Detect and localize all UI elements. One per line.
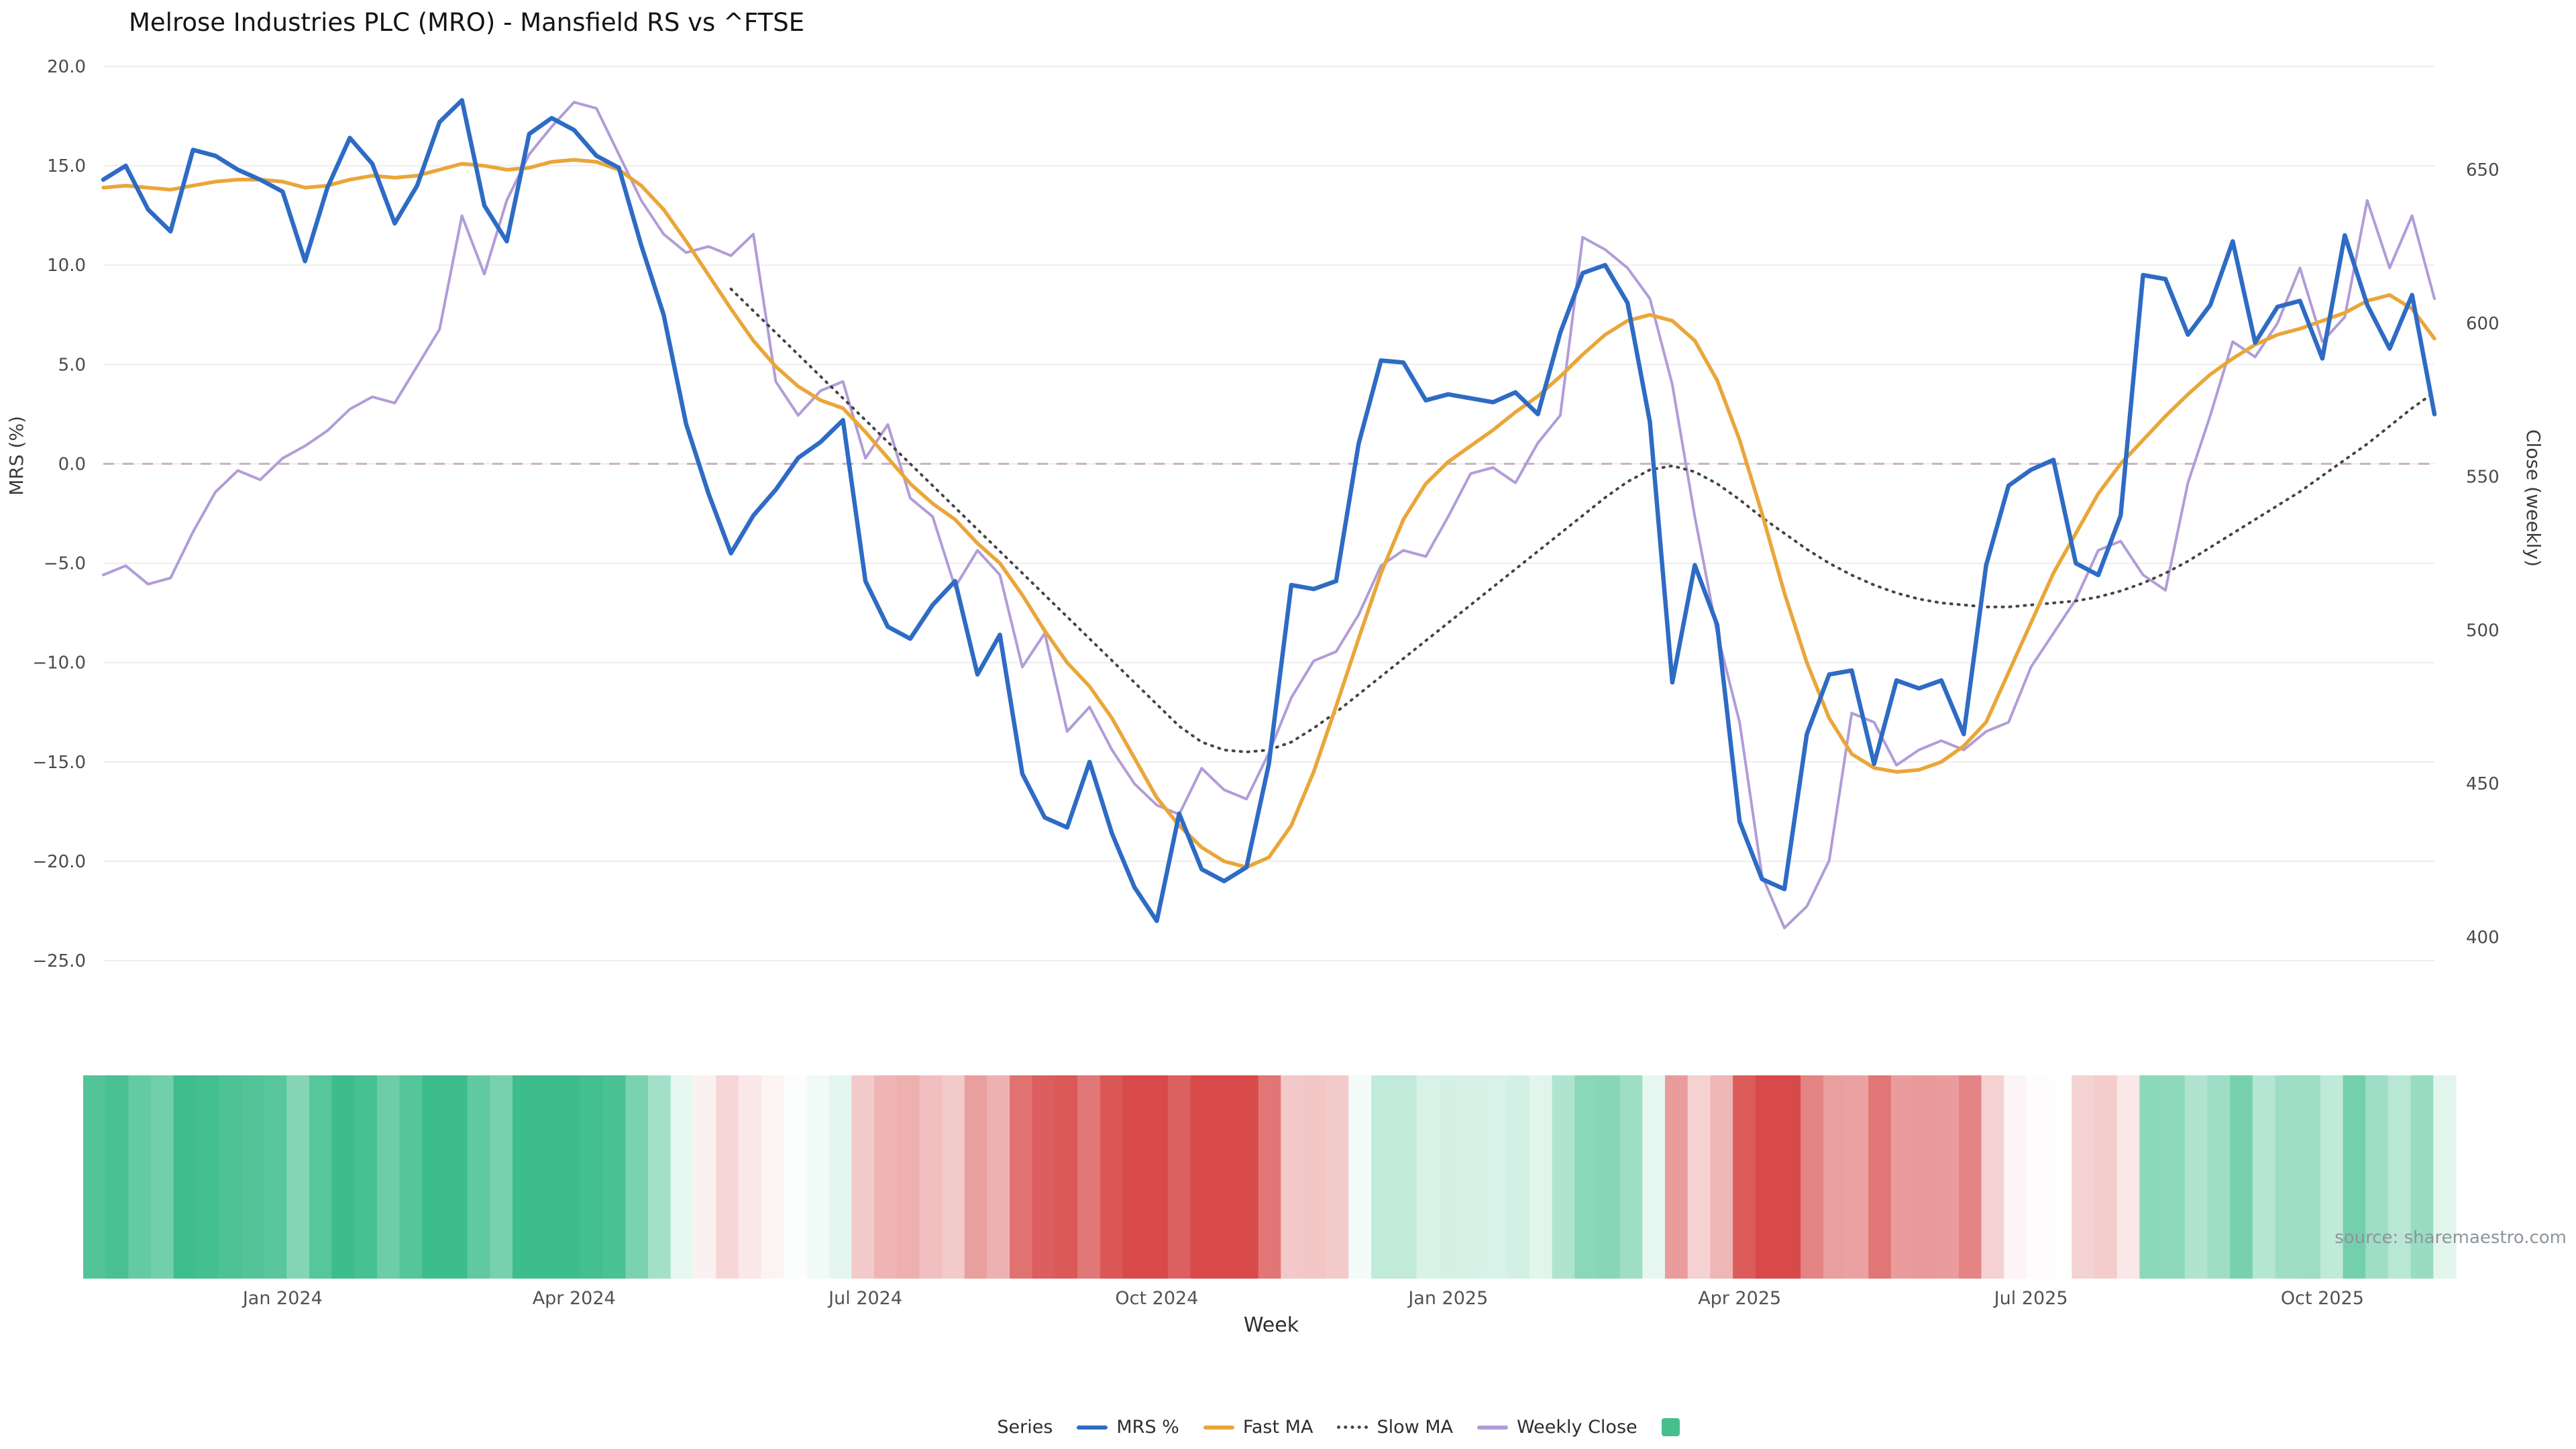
legend-line-swatch: [1477, 1425, 1509, 1430]
svg-text:0.0: 0.0: [58, 454, 86, 474]
svg-text:Apr 2024: Apr 2024: [533, 1288, 616, 1309]
svg-text:−25.0: −25.0: [32, 951, 86, 971]
series-slow-ma: [729, 287, 2436, 753]
x-axis-title: Week: [1243, 1313, 1299, 1337]
left-axis-title: MRS (%): [5, 416, 28, 496]
svg-text:Oct 2025: Oct 2025: [2281, 1288, 2364, 1309]
svg-text:Jan 2024: Jan 2024: [241, 1288, 323, 1309]
series-mrs: [101, 98, 2437, 924]
legend-item-heatmap[interactable]: [1661, 1418, 1680, 1436]
svg-text:10.0: 10.0: [47, 256, 86, 276]
svg-text:−15.0: −15.0: [32, 753, 86, 773]
svg-text:Oct 2024: Oct 2024: [1115, 1288, 1198, 1309]
legend-item-weekly-close[interactable]: Weekly Close: [1477, 1417, 1638, 1438]
svg-text:Jul 2025: Jul 2025: [1993, 1288, 2068, 1309]
svg-text:15.0: 15.0: [47, 156, 86, 176]
legend: Series MRS % Fast MA Slow MA Weekly Close: [101, 1417, 2576, 1438]
svg-text:Jan 2025: Jan 2025: [1407, 1288, 1488, 1309]
legend-item-label: MRS %: [1116, 1417, 1179, 1438]
legend-item-slow-ma[interactable]: Slow MA: [1337, 1417, 1453, 1438]
legend-item-fast-ma[interactable]: Fast MA: [1203, 1417, 1313, 1438]
svg-text:550: 550: [2466, 468, 2500, 488]
legend-item-label: Weekly Close: [1517, 1417, 1638, 1438]
svg-text:−20.0: −20.0: [32, 852, 86, 872]
svg-text:Apr 2025: Apr 2025: [1698, 1288, 1781, 1309]
legend-line-swatch: [1337, 1426, 1368, 1429]
svg-text:600: 600: [2466, 314, 2500, 334]
legend-item-label: Fast MA: [1242, 1417, 1313, 1438]
svg-text:20.0: 20.0: [47, 57, 86, 77]
heatmap-legend-swatch: [1661, 1418, 1680, 1436]
gridlines: [103, 66, 2434, 961]
x-tick-labels: Jan 2024 Apr 2024 Jul 2024 Oct 2024 Jan 2025…: [241, 1288, 2364, 1309]
axis-tick-labels: 20.0 15.0 10.0 5.0 0.0 −5.0 −10.0 −15.0 −20.0 −25…: [32, 57, 2499, 971]
svg-text:−5.0: −5.0: [44, 554, 86, 574]
legend-items: MRS % Fast MA Slow MA Weekly Close: [1077, 1417, 1680, 1438]
right-axis-title: Close (weekly): [2522, 429, 2544, 567]
svg-text:500: 500: [2466, 621, 2500, 641]
legend-title: Series: [997, 1417, 1053, 1438]
svg-text:650: 650: [2466, 160, 2500, 180]
svg-text:450: 450: [2466, 774, 2500, 794]
heatmap-strip[interactable]: [83, 1075, 2457, 1279]
legend-item-mrs[interactable]: MRS %: [1077, 1417, 1179, 1438]
svg-text:5.0: 5.0: [58, 355, 86, 375]
series-fast-ma: [101, 158, 2436, 869]
svg-text:400: 400: [2466, 928, 2500, 948]
svg-text:Jul 2024: Jul 2024: [827, 1288, 902, 1309]
legend-item-label: Slow MA: [1377, 1417, 1454, 1438]
series-lines: [101, 98, 2437, 930]
svg-text:−10.0: −10.0: [32, 653, 86, 674]
legend-line-swatch: [1203, 1425, 1234, 1430]
legend-line-swatch: [1077, 1425, 1108, 1430]
source-note: source: sharemaestro.com: [2334, 1228, 2567, 1248]
chart-title: Melrose Industries PLC (MRO) - Mansfield…: [129, 8, 805, 37]
